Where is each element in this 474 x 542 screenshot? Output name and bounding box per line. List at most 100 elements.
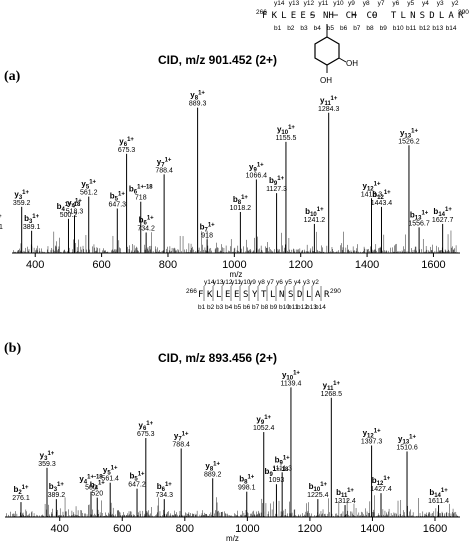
peptide-a-b-ion-1: b2 [287,25,295,32]
dopa-ring: OH OH [314,24,358,85]
peptide-a-residue-16: R [458,11,464,21]
panel-b-tick-label-1000: 1000 [235,523,259,535]
panel-a-peak-mz-b7: 918 [201,232,213,239]
peptide-b-start: 266 [186,288,197,295]
panel-b-peak-mz-b11: 1312.4 [334,498,356,505]
panel-b-peak-mz-b9: 1111.3 [272,465,292,472]
peptide-a-residue-14: L [439,11,444,21]
panel-a-peak-label-b6: b61+ [139,215,155,226]
panel-a-peak-mz-b6: 734.2 [137,225,155,232]
panel-b-tick-label-600: 600 [113,523,131,535]
panel-b-peak-label-y7: y71+ [174,431,189,442]
panel-b-peak-label-b11: b111+ [336,488,354,499]
panel-a-peak-label-b4: b41+-18 [57,202,81,213]
panel-b-letter: (b) [4,341,21,356]
panel-a-letter: (a) [4,69,21,84]
peptide-b-residue-4: E [234,290,239,300]
peptide-b-y-ion-10: y4 [294,279,301,286]
panel-a-peak-label-b8: b81+ [233,195,249,206]
panel-a-peak-label-b3: b31+ [24,214,40,225]
peptide-a-residue-15: A [448,11,454,21]
peptide-b-residue-11: D [297,290,302,300]
hydroxyl-1: OH [346,59,358,68]
peptide-a-residue-13: D [429,11,434,21]
peptide-b-b-ion-10: b11 [288,304,299,311]
panel-a-peak-mz-b8: 1018.2 [230,205,252,212]
peptide-a-b-ion-3: b4 [314,25,322,32]
panel-a-peak-mz-y3: 359.2 [13,200,31,207]
panel-a-peak-mz-y5: 561.2 [80,190,98,197]
peptide-b-b-ion-8: b9 [270,304,278,311]
panel-a-peak-mz-b10: 1241.2 [304,217,326,224]
peptide-a-residue-4: E [300,11,305,21]
panel-b-peak-mz-b3: 389.2 [48,492,66,499]
peptide-b-residue-10: S [288,290,293,300]
peptide-b-residue-1: K [207,290,213,300]
panel-b-tick-label-1200: 1200 [298,523,322,535]
panel-a-peak-mz-y13: 1526.2 [398,138,420,145]
panel-a-tick-label-1400: 1400 [355,259,379,271]
peptide-a-b-ion-9: b10 [393,25,404,32]
peptide-a-b-ion-0: b1 [274,25,282,32]
peptide-b-y-ion-11: y3 [303,279,310,286]
peptide-b-y-ion-12: y2 [312,279,319,286]
panel-a-peak-mz-b13: 1556.7 [408,220,430,227]
panel-a-peak-mz-y10: 1155.5 [275,135,296,142]
peptide-b-residue-2: L [216,290,221,300]
panel-b-peak-mz-y7: 788.4 [172,441,190,448]
peptide-b-end: 290 [330,288,341,295]
peptide-b-b-ion-1: b2 [207,304,215,311]
panel-a-peak-mz-y4: 518.3 [66,208,84,215]
peptide-b-b-ion-11: b12 [297,304,308,311]
panel-a-tick-label-1200: 1200 [288,259,312,271]
panel-a-peak-mz-y8: 889.3 [189,101,207,108]
peptide-a-b-ion-11: b12 [419,25,430,32]
peptide-b-b-ion-9: b10 [279,304,290,311]
panel-b-peak-label-b12: b121+ [372,476,391,487]
peptide-a-residue-9: T [391,11,397,21]
peptide-a-residue-6: NH [323,11,334,21]
panel-b-peak-mz-b5: 647.2 [128,482,146,489]
peptide-b-y-ion-1: y13 [213,279,224,286]
panel-b-tick-label-1600: 1600 [423,523,447,535]
panel-b-peak-mz-y9: 1052.4 [253,425,275,432]
peptide-b-residue-3: E [225,290,230,300]
panel-b-peak-label-y4: y41+-18 [79,475,103,486]
panel-b-tick-label-1400: 1400 [360,523,384,535]
peptide-a-residue-5: S [310,11,315,21]
peptide-a-b-ion-10: b11 [406,25,417,32]
peptide-b-y-ion-4: y10 [240,279,251,286]
peptide-a-y-ion-10: y4 [422,0,429,7]
panel-b-peak-mz-b8: 998.1 [238,485,256,492]
panel-b-peak-label-b8: b81+ [239,475,255,486]
panel-b-peak-mz-b6: 734.3 [156,492,174,499]
peptide-a-b-ion-2: b3 [300,25,308,32]
peptide-a-y-ion-1: y13 [289,0,300,7]
peptide-a-b-ion-5: b6 [340,25,348,32]
peptide-b-b-ion-5: b6 [243,304,251,311]
panel-b-peak-label-y9: y91+ [256,415,271,426]
peptide-b-y-ion-0: y14 [204,279,215,286]
peptide-b-y-ion-5: y9 [249,279,256,286]
peptide-a-y-ion-6: y8 [363,0,370,7]
panel-a-peak-label-y13: y131+ [400,128,418,139]
peptide-b-y-ion-3: y11 [231,279,241,286]
panel-a-tick-label-1600: 1600 [421,259,445,271]
peptide-a-y-ion-7: y7 [378,0,385,7]
peptide-b-residue-8: L [270,290,275,300]
peptide-a-y-ion-4: y10 [333,0,344,7]
panel-b-title: CID, m/z 893.456 (2+) [158,351,277,365]
peptide-b-residue-0: F [198,290,203,300]
panel-b-peak-mz-b14: 1611.4 [428,498,449,505]
panel-b-peak-mz-b9: 1093 [269,477,285,484]
peptide-b-residue-13: A [315,290,321,300]
peptide-b-y-ion-7: y7 [267,279,274,286]
panel-a-peak-label-b9: b91+ [269,176,285,187]
peptide-b-residue-5: S [243,290,248,300]
peptide-b-b-ion-13: b14 [315,304,326,311]
panel-a-peak-mz-b3: 389.1 [23,224,41,231]
peptide-b-residue-14: R [324,290,330,300]
panel-a-x-axis-label: m/z [230,270,243,279]
